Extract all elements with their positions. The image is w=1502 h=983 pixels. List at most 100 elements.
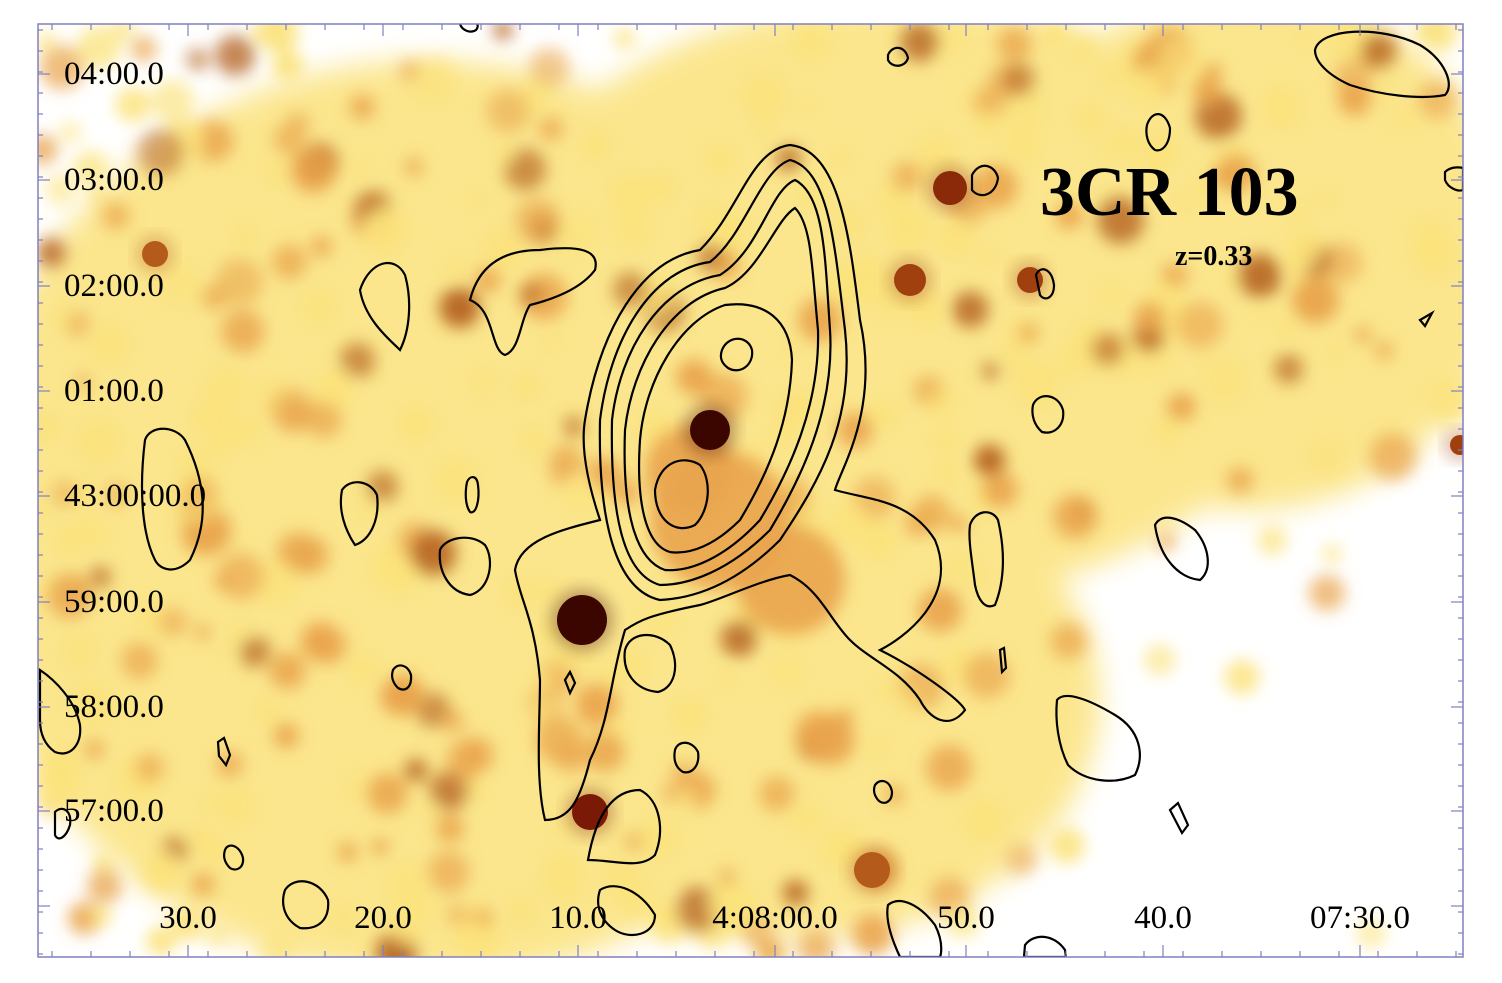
- emission-clump: [1322, 544, 1342, 564]
- emission-clump: [519, 283, 542, 305]
- emission-clump: [797, 929, 834, 957]
- emission-clump: [741, 74, 786, 119]
- emission-clump: [216, 258, 263, 306]
- emission-clump: [194, 623, 212, 641]
- emission-clump: [540, 331, 559, 350]
- emission-clump: [121, 642, 158, 680]
- emission-clump: [538, 580, 560, 603]
- emission-clump: [404, 758, 428, 783]
- point-source: [690, 410, 730, 450]
- emission-clump: [201, 793, 220, 812]
- emission-clump: [1393, 107, 1418, 132]
- radio-contour: [1022, 935, 1068, 957]
- emission-clump: [1227, 467, 1254, 494]
- emission-clump: [69, 683, 113, 726]
- emission-clump: [675, 887, 721, 932]
- emission-clump: [661, 784, 681, 804]
- emission-clump: [1325, 341, 1346, 362]
- radio-contour: [886, 46, 910, 67]
- emission-clump: [1415, 24, 1442, 43]
- emission-clump: [40, 747, 81, 788]
- radio-contour: [458, 24, 479, 33]
- emission-clump: [720, 668, 737, 685]
- emission-clump: [893, 687, 921, 715]
- emission-clump: [273, 723, 299, 749]
- emission-clump: [998, 342, 1027, 371]
- emission-clump: [216, 750, 244, 779]
- emission-clump: [560, 473, 599, 513]
- emission-clump: [1005, 844, 1037, 875]
- emission-clump: [330, 903, 359, 933]
- emission-clump: [677, 789, 696, 808]
- xray-emission-clumps: [38, 24, 1463, 957]
- ra-tick-label: 10.0: [549, 900, 607, 936]
- emission-clump: [1095, 142, 1115, 162]
- emission-clump: [441, 710, 465, 733]
- radio-contour: [513, 143, 967, 822]
- emission-clump: [1418, 80, 1457, 119]
- radio-contour: [719, 337, 754, 372]
- emission-clump: [1050, 622, 1087, 660]
- emission-clump: [1133, 301, 1166, 334]
- emission-clump: [474, 908, 493, 928]
- emission-clump: [1257, 525, 1287, 555]
- emission-clump: [388, 576, 408, 596]
- emission-clump: [614, 28, 635, 49]
- emission-clump: [625, 832, 644, 851]
- emission-clump: [850, 254, 884, 288]
- emission-clump: [521, 427, 548, 454]
- emission-clump: [866, 735, 891, 760]
- emission-clump: [299, 286, 340, 327]
- emission-clump: [439, 287, 480, 329]
- emission-clump: [754, 118, 775, 139]
- radio-contour: [1418, 310, 1435, 328]
- emission-clump: [864, 526, 896, 557]
- emission-clump: [1216, 153, 1256, 193]
- ra-tick-label: 20.0: [354, 900, 412, 936]
- emission-clump: [349, 94, 375, 120]
- emission-clump: [546, 849, 579, 883]
- emission-clump: [1049, 827, 1085, 864]
- emission-clump: [101, 201, 130, 230]
- emission-clump: [54, 526, 85, 557]
- emission-clump: [852, 913, 894, 956]
- emission-clump: [607, 171, 651, 216]
- emission-clump: [271, 244, 307, 280]
- emission-clump: [930, 427, 959, 456]
- emission-clump: [155, 260, 203, 307]
- emission-clump: [431, 456, 478, 504]
- emission-clump: [468, 366, 499, 397]
- emission-clump: [1053, 494, 1098, 539]
- dec-tick-label: 01:00.0: [64, 373, 164, 409]
- emission-clump: [214, 572, 231, 590]
- emission-clump: [1129, 67, 1168, 106]
- emission-clump: [338, 842, 357, 862]
- emission-clump: [550, 469, 567, 486]
- emission-clump: [1156, 37, 1204, 85]
- radio-contour: [563, 669, 577, 696]
- emission-clump: [187, 826, 214, 853]
- emission-clump: [831, 149, 851, 169]
- emission-clump: [709, 882, 757, 930]
- emission-clump: [1289, 203, 1310, 224]
- radio-contour: [886, 899, 943, 957]
- radio-contour: [598, 158, 848, 602]
- radio-contour: [140, 427, 204, 571]
- emission-clump: [445, 740, 486, 781]
- point-source: [1450, 435, 1463, 455]
- emission-clump: [128, 699, 150, 722]
- emission-clump: [404, 157, 423, 177]
- radio-contour: [970, 164, 1000, 197]
- point-source: [854, 852, 890, 888]
- radio-contour: [1145, 113, 1172, 152]
- emission-clump: [982, 472, 1018, 508]
- emission-clump: [903, 510, 931, 537]
- emission-clump: [38, 501, 54, 520]
- radio-contour: [464, 476, 480, 514]
- emission-clump: [146, 927, 175, 956]
- emission-clump: [1002, 63, 1036, 97]
- dec-tick-label: 04:00.0: [64, 56, 164, 92]
- dec-tick-label: 02:00.0: [64, 268, 164, 304]
- emission-clump: [350, 160, 370, 179]
